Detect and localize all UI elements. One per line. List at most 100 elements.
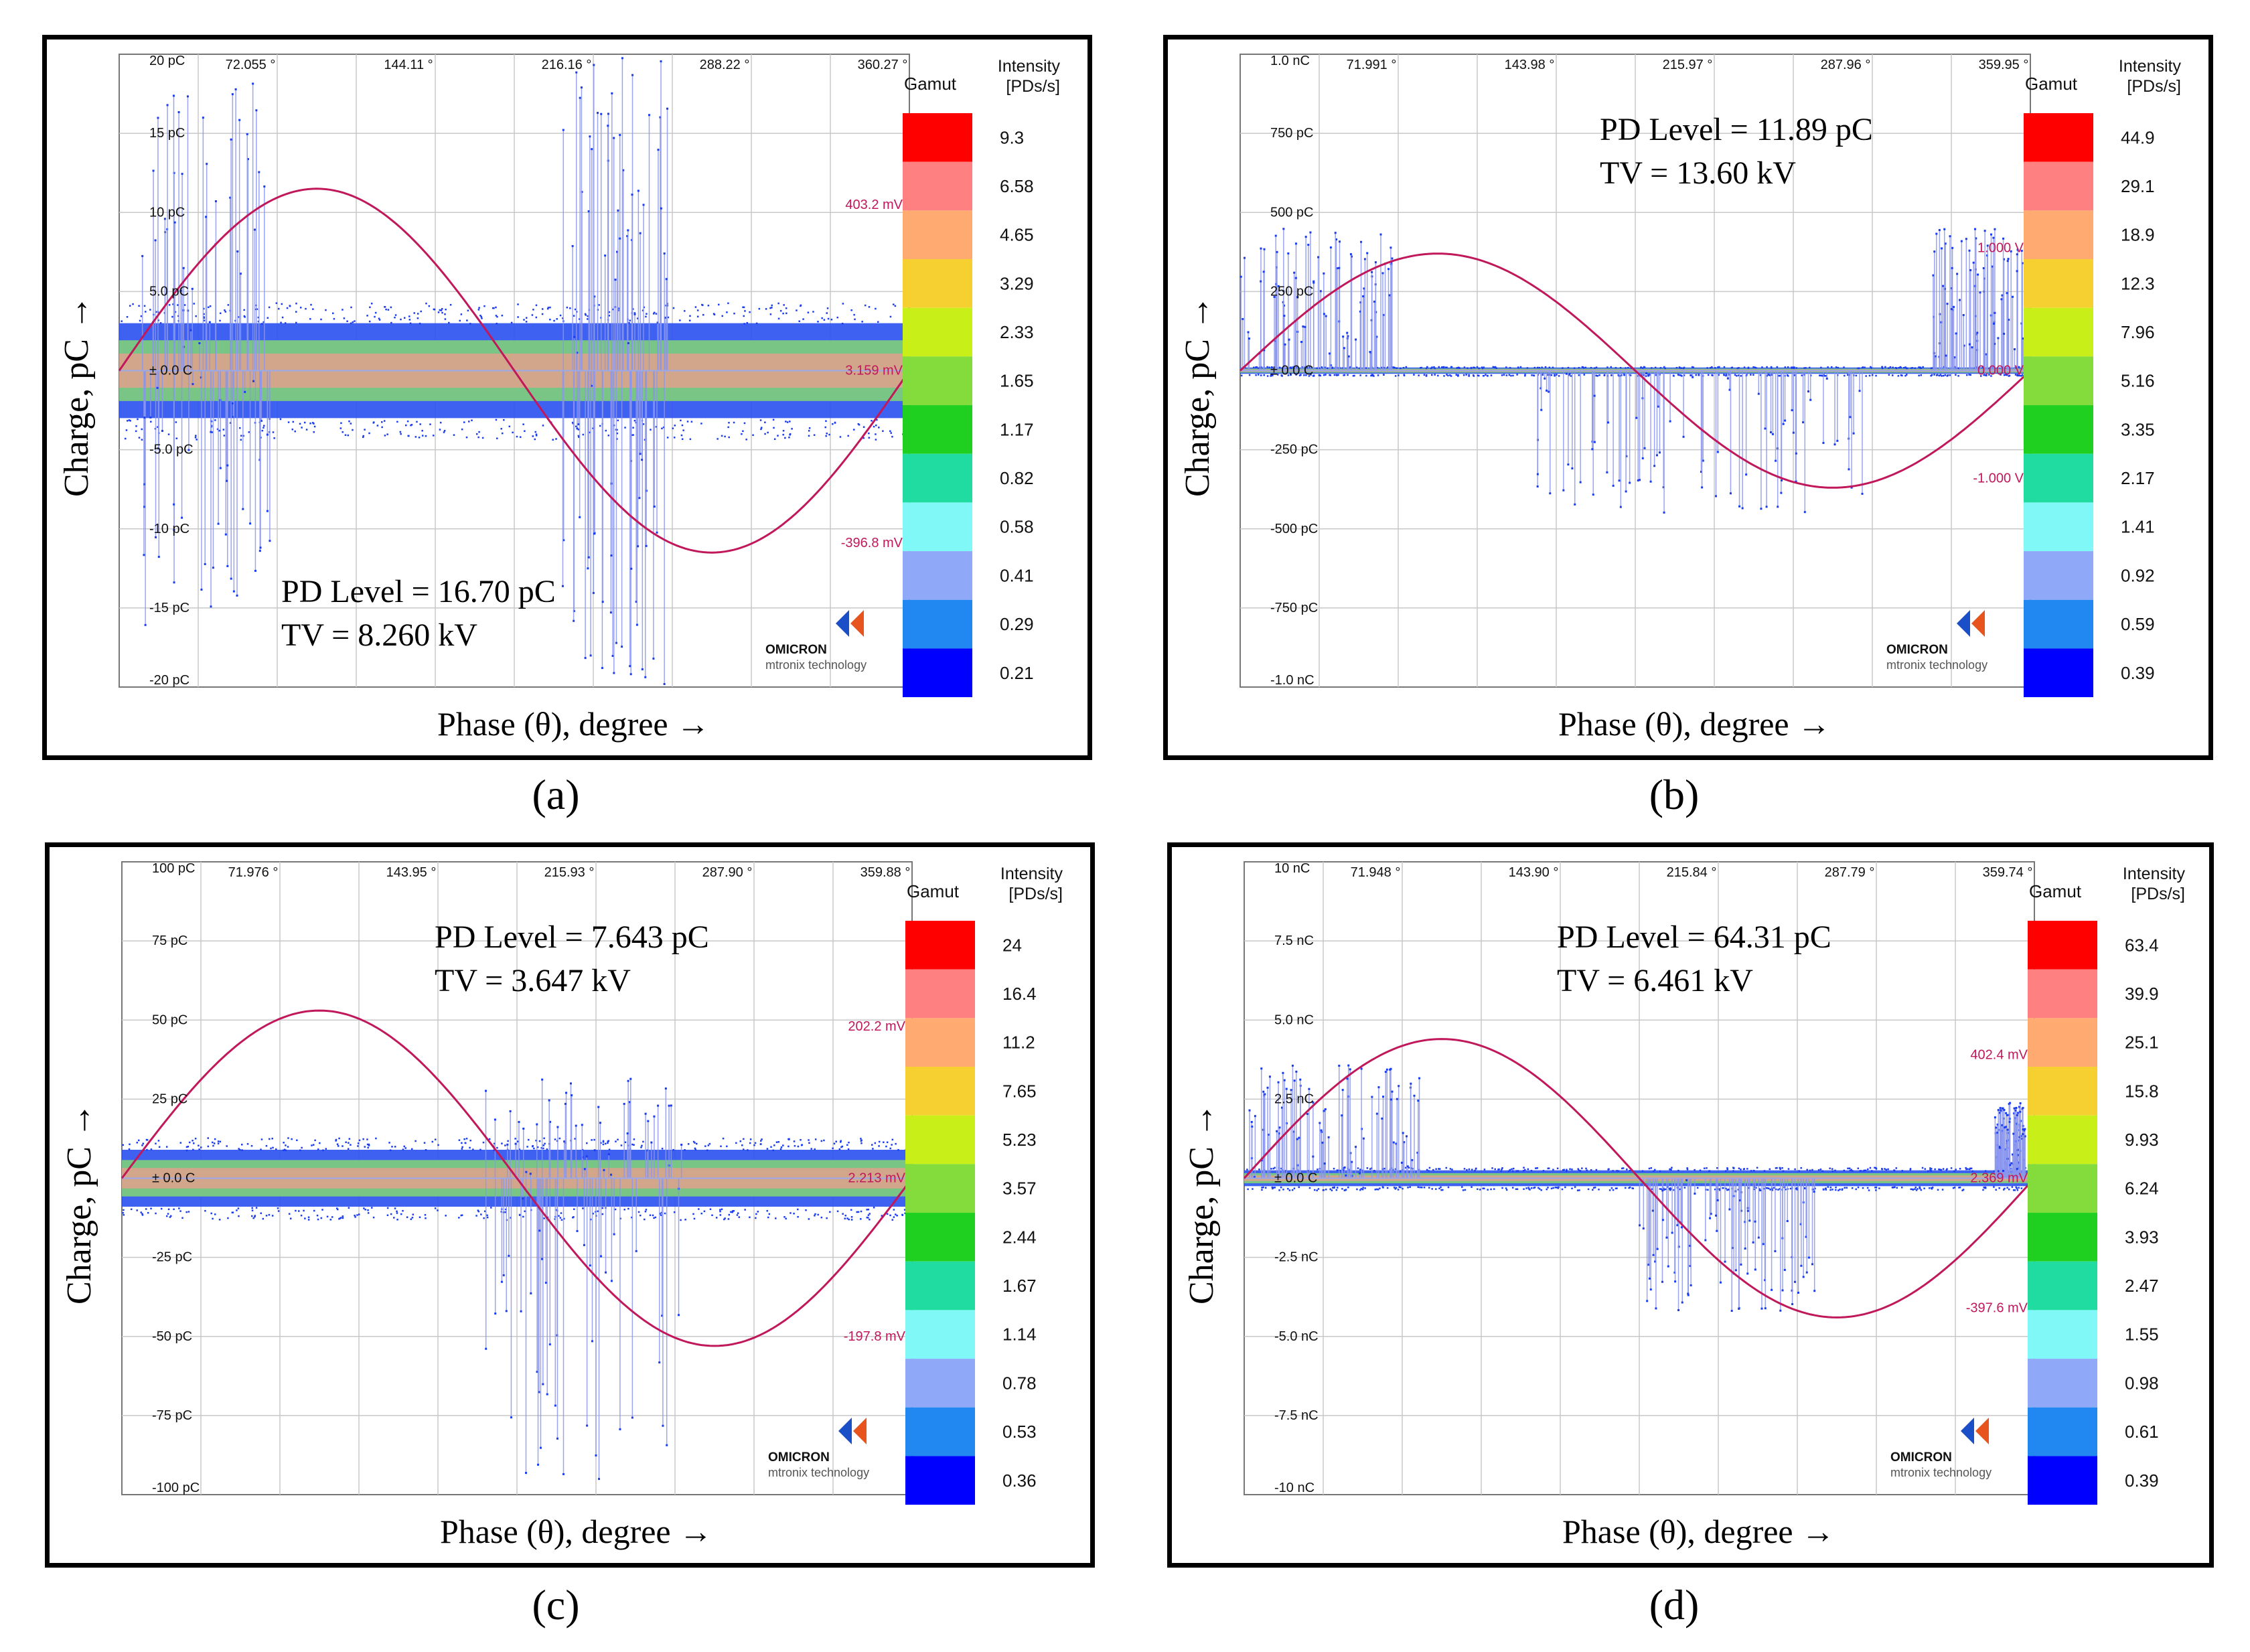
noise-dot [1352, 374, 1355, 377]
noise-dot [767, 431, 769, 434]
noise-dot [1312, 375, 1315, 377]
pd-pulse-dot [500, 1280, 503, 1283]
noise-dot [589, 1218, 592, 1221]
noise-dot [893, 303, 895, 305]
pd-pulse-dot [249, 522, 252, 525]
noise-dot [313, 423, 315, 425]
noise-dot [641, 1144, 643, 1147]
noise-dot [1941, 375, 1943, 377]
noise-dot [1394, 367, 1396, 369]
pd-pulse-dot [1417, 1100, 1420, 1102]
noise-dot [289, 1217, 292, 1219]
noise-dot [132, 303, 134, 305]
pd-pulse-dot [1274, 340, 1276, 342]
pd-pulse-dot [508, 1254, 510, 1257]
pd-pulse-dot [1275, 266, 1278, 269]
noise-dot [137, 418, 139, 421]
noise-dot [212, 1144, 214, 1147]
noise-dot [396, 1219, 398, 1221]
pd-level-annotation: PD Level = 7.643 pC [435, 919, 709, 955]
noise-dot [505, 1208, 507, 1211]
noise-dot [1889, 366, 1892, 368]
pd-pulse-dot [619, 134, 621, 137]
pd-pulse-dot [2019, 1110, 2022, 1113]
noise-dot [761, 1138, 763, 1140]
noise-dot [495, 315, 498, 317]
pd-pulse-dot [619, 237, 621, 240]
pd-pulse-dot [1338, 240, 1341, 243]
noise-dot [600, 1142, 602, 1144]
noise-dot [1512, 1167, 1515, 1170]
noise-dot [1968, 374, 1970, 376]
noise-dot [769, 307, 771, 309]
noise-dot [821, 317, 823, 319]
noise-dot [388, 1142, 390, 1144]
noise-dot [1931, 1188, 1933, 1190]
noise-dot [1691, 366, 1694, 368]
pd-pulse-dot [231, 402, 234, 404]
noise-dot [1395, 1187, 1398, 1189]
noise-dot [170, 1215, 172, 1217]
noise-dot [1426, 366, 1428, 368]
pd-pulse-dot [1959, 299, 1961, 301]
noise-dot [602, 1143, 605, 1146]
noise-dot [495, 419, 498, 421]
intensity-value: 1.41 [2121, 517, 2155, 537]
noise-dot [461, 1148, 463, 1150]
pd-pulse-dot [666, 107, 669, 110]
pd-pulse-dot [177, 110, 180, 113]
noise-dot [1359, 374, 1361, 376]
pd-pulse-dot [2010, 1162, 2013, 1165]
pd-pulses [1248, 1064, 2026, 1312]
noise-dot [785, 312, 788, 315]
noise-dot [1918, 374, 1920, 377]
pd-pulse-dot [485, 1090, 487, 1092]
pd-pulse-dot [631, 74, 634, 76]
pd-pulse-dot [1794, 1280, 1797, 1283]
noise-dot [794, 1144, 796, 1147]
noise-dot [289, 305, 291, 307]
noise-dot [1626, 1169, 1628, 1171]
noise-dot [632, 427, 634, 429]
noise-dot [881, 1215, 883, 1217]
noise-dot [1612, 1189, 1615, 1191]
pd-pulse-dot [1276, 250, 1278, 253]
pd-pulse-dot [575, 1124, 577, 1127]
pd-pulse-dot [629, 665, 631, 668]
noise-dot [1953, 1187, 1956, 1189]
noise-dot [188, 1141, 191, 1144]
noise-dot [1875, 374, 1877, 377]
noise-dot [432, 435, 435, 437]
noise-dot [413, 312, 415, 314]
pd-pulse-dot [1997, 1170, 2000, 1173]
noise-dot [1473, 366, 1476, 369]
noise-dot [586, 1142, 588, 1144]
y-tick-label: 250 pC [1270, 284, 1314, 299]
pd-pulse-dot [485, 1347, 487, 1350]
noise-dot [672, 307, 675, 309]
pd-pulse-dot [1998, 1112, 2001, 1114]
noise-dot [1582, 366, 1584, 368]
noise-dot [238, 1215, 240, 1217]
pd-pulse-dot [1975, 237, 1977, 240]
noise-dot [624, 427, 626, 429]
noise-dot [1747, 367, 1750, 369]
noise-dot [904, 1212, 906, 1215]
pd-pulse-dot [1983, 230, 1986, 232]
pd-pulse-dot [1659, 451, 1661, 454]
noise-dot [1295, 374, 1297, 376]
noise-dot [390, 1213, 392, 1215]
noise-dot [252, 1217, 254, 1219]
noise-dot [239, 427, 241, 429]
noise-dot [772, 419, 775, 421]
noise-dot [860, 1210, 862, 1213]
pd-pulse-dot [2007, 258, 2010, 260]
noise-dot [579, 318, 581, 320]
noise-dot [574, 308, 577, 311]
pd-pulse-dot [1944, 242, 1947, 245]
noise-dot [1428, 1170, 1430, 1172]
pd-pulse-dot [668, 1104, 670, 1107]
noise-dot [1835, 1187, 1837, 1189]
pd-pulse-dot [2002, 237, 2005, 240]
noise-dot [661, 427, 663, 430]
